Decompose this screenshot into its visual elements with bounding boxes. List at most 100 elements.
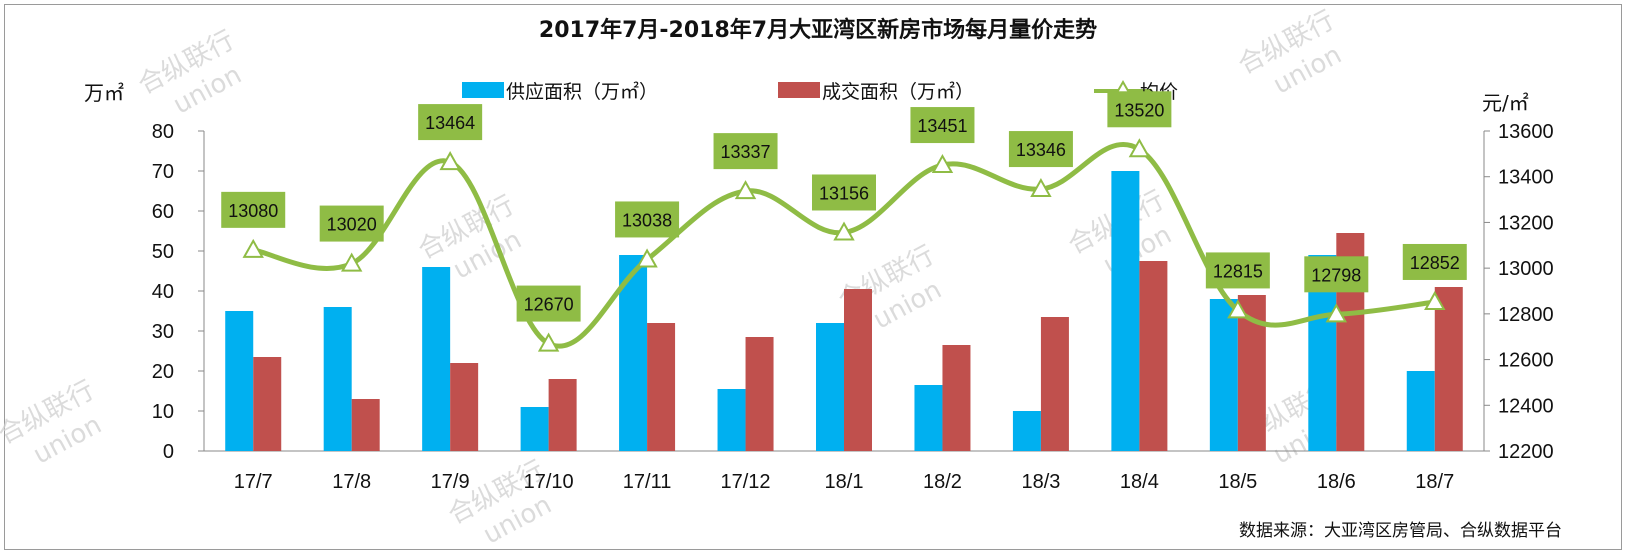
chart-frame xyxy=(4,4,1622,550)
chart-title: 2017年7月-2018年7月大亚湾区新房市场每月量价走势 xyxy=(539,17,1097,43)
left-axis-ticks: 0 10 20 30 40 50 60 70 80 xyxy=(152,121,204,463)
price-data-label: 12815 xyxy=(1213,261,1263,281)
right-tick-label: 12200 xyxy=(1498,441,1554,463)
price-data-label: 12798 xyxy=(1311,265,1361,285)
price-label-box xyxy=(812,174,876,211)
left-axis-unit: 万㎡ xyxy=(84,81,124,105)
price-marker xyxy=(1227,299,1249,319)
price-data-label: 13520 xyxy=(1114,100,1164,120)
price-data-label: 12852 xyxy=(1410,253,1460,273)
price-data-label: 13020 xyxy=(327,215,377,235)
price-label-box xyxy=(516,285,581,322)
price-marker xyxy=(734,180,757,200)
source-note: 数据来源：大亚湾区房管局、合纵数据平台 xyxy=(1239,521,1562,541)
bar-supply xyxy=(323,307,352,451)
price-data-label: 13451 xyxy=(917,116,967,136)
price-data-label: 13346 xyxy=(1016,140,1066,160)
right-axis-unit: 元/㎡ xyxy=(1482,91,1529,115)
left-tick-label: 60 xyxy=(152,201,174,223)
price-data-label: 13337 xyxy=(721,142,771,162)
bar-deal xyxy=(844,289,872,451)
right-tick-label: 13400 xyxy=(1498,167,1554,189)
x-tick-label: 18/1 xyxy=(825,471,864,493)
bar-supply xyxy=(816,323,844,451)
bar-supply xyxy=(1209,299,1238,451)
price-label-box xyxy=(1402,243,1467,280)
price-label-box xyxy=(1008,131,1073,168)
price-marker xyxy=(439,151,461,171)
price-marker xyxy=(1128,138,1151,158)
bar-supply xyxy=(520,407,549,451)
price-marker xyxy=(1424,290,1446,310)
price-label-box xyxy=(319,205,384,242)
left-tick-label: 40 xyxy=(152,281,174,303)
right-tick-label: 13600 xyxy=(1498,121,1554,143)
legend-label-deal: 成交面积（万㎡） xyxy=(822,80,974,103)
right-tick-label: 13000 xyxy=(1498,258,1554,280)
bar-deal xyxy=(745,337,774,451)
x-tick-label: 17/9 xyxy=(431,471,470,493)
bar-deal xyxy=(450,363,479,451)
x-tick-label: 17/10 xyxy=(524,471,574,493)
bar-deal xyxy=(253,357,282,451)
price-marker xyxy=(1325,303,1348,323)
bar-deal xyxy=(351,399,380,451)
price-marker xyxy=(636,248,658,268)
left-tick-label: 10 xyxy=(152,401,174,423)
bar-deal xyxy=(1139,261,1168,451)
bar-deal xyxy=(1434,287,1463,451)
price-label-box xyxy=(910,107,975,144)
right-tick-label: 12400 xyxy=(1498,395,1554,417)
x-tick-label: 17/12 xyxy=(721,471,771,493)
bar-supply xyxy=(1111,171,1140,451)
left-tick-label: 30 xyxy=(152,321,174,343)
bar-deal xyxy=(1040,317,1069,451)
bar-supply xyxy=(1406,371,1435,451)
price-data-label: 13038 xyxy=(622,210,672,230)
legend-label-supply: 供应面积（万㎡） xyxy=(506,80,658,103)
price-label-box xyxy=(418,104,483,141)
price-marker xyxy=(1030,178,1052,198)
price-line-layer: 13080 13020 13464 12670 13038 13337 13156 13451… xyxy=(221,91,1467,352)
bar-deal xyxy=(942,345,971,451)
x-tick-label: 17/11 xyxy=(623,471,672,493)
price-data-label: 13080 xyxy=(228,201,278,221)
price-label-box xyxy=(1304,256,1369,293)
price-marker xyxy=(242,238,264,258)
right-tick-label: 13200 xyxy=(1498,212,1554,234)
x-tick-label: 17/7 xyxy=(234,471,273,493)
x-tick-label: 18/2 xyxy=(923,471,962,493)
left-tick-label: 0 xyxy=(163,441,174,463)
legend: 供应面积（万㎡） 成交面积（万㎡） 均价 xyxy=(462,79,1178,103)
legend-swatch-deal xyxy=(778,82,820,98)
bar-deal xyxy=(647,323,676,451)
price-marker xyxy=(340,252,363,272)
left-tick-label: 20 xyxy=(152,361,174,383)
price-data-label: 13156 xyxy=(819,183,869,203)
left-tick-label: 50 xyxy=(152,241,174,263)
price-label-box xyxy=(221,191,286,228)
x-tick-label: 18/7 xyxy=(1415,471,1454,493)
bar-supply xyxy=(1012,411,1041,451)
x-axis-ticks: 17/7 17/8 17/9 17/10 17/11 17/12 18/1 18/2 18/3 1… xyxy=(234,471,1454,493)
x-tick-label: 18/3 xyxy=(1021,471,1060,493)
x-tick-label: 18/5 xyxy=(1218,471,1257,493)
bar-supply xyxy=(422,267,451,451)
price-data-label: 12670 xyxy=(524,295,574,315)
price-marker xyxy=(833,221,855,241)
x-tick-label: 18/6 xyxy=(1317,471,1356,493)
price-data-label: 13464 xyxy=(425,113,475,133)
price-label-box xyxy=(713,133,778,170)
bar-deal xyxy=(548,379,577,451)
price-marker xyxy=(537,332,560,352)
price-label-box xyxy=(615,201,680,238)
right-tick-label: 12800 xyxy=(1498,304,1554,326)
left-tick-label: 80 xyxy=(152,121,174,143)
bar-supply xyxy=(914,385,943,451)
price-label-box xyxy=(1205,252,1270,289)
x-tick-label: 17/8 xyxy=(332,471,371,493)
right-axis-ticks: 12200 12400 12600 12800 13000 13200 13400 13600 xyxy=(1484,121,1554,463)
